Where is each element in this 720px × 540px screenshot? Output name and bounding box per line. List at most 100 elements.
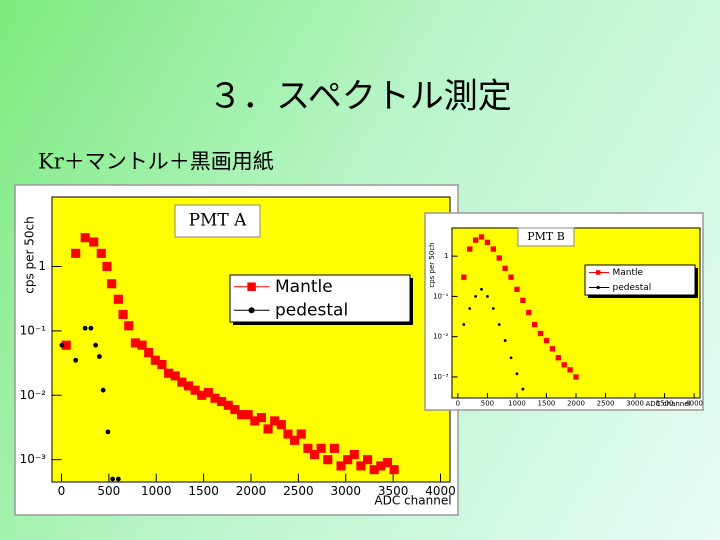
data-point bbox=[323, 455, 333, 465]
data-point bbox=[73, 357, 79, 363]
data-point bbox=[543, 337, 550, 344]
y-tick-label: 10⁻¹ bbox=[20, 323, 47, 337]
data-point bbox=[478, 234, 485, 240]
data-point bbox=[71, 248, 81, 258]
data-point bbox=[549, 346, 556, 352]
data-point bbox=[223, 400, 233, 410]
x-tick-label: 1000 bbox=[508, 400, 526, 408]
data-point bbox=[197, 390, 207, 400]
x-tick-label: 2000 bbox=[567, 400, 585, 408]
data-point bbox=[303, 443, 313, 453]
x-tick-label: 500 bbox=[97, 484, 120, 498]
legend bbox=[229, 274, 411, 323]
slide-subtitle: Kr＋マントル＋黒画用紙 bbox=[38, 150, 274, 174]
data-point bbox=[343, 455, 353, 465]
data-point bbox=[356, 461, 366, 471]
x-axis-label: ADC channel bbox=[646, 400, 691, 408]
data-point bbox=[484, 239, 491, 246]
data-point bbox=[491, 307, 495, 310]
data-point bbox=[508, 274, 514, 280]
data-point bbox=[150, 355, 160, 365]
legend-marker bbox=[595, 270, 601, 275]
data-point bbox=[276, 420, 286, 430]
data-point bbox=[102, 261, 112, 272]
data-point bbox=[100, 387, 106, 393]
x-tick-label: 3500 bbox=[378, 484, 409, 498]
plot-area bbox=[51, 196, 451, 483]
data-point bbox=[296, 429, 306, 439]
data-point bbox=[177, 377, 187, 387]
data-point bbox=[462, 323, 466, 326]
data-point bbox=[163, 368, 174, 378]
data-point bbox=[256, 413, 266, 423]
data-point bbox=[61, 340, 71, 350]
x-tick-label: 0 bbox=[58, 484, 66, 498]
data-point bbox=[157, 359, 167, 370]
data-point bbox=[468, 307, 472, 310]
y-tick-label: 1 bbox=[444, 252, 448, 260]
x-tick-label: 1000 bbox=[141, 484, 172, 498]
data-point bbox=[316, 443, 326, 453]
y-tick-label: 10⁻² bbox=[20, 388, 47, 402]
y-axis-label: cps per 50ch bbox=[23, 216, 37, 294]
y-tick-label: 10⁻³ bbox=[433, 373, 449, 381]
data-point bbox=[217, 396, 227, 407]
data-point bbox=[124, 321, 134, 331]
data-point bbox=[130, 338, 140, 348]
data-point bbox=[96, 248, 106, 258]
x-tick-label: 0 bbox=[456, 400, 460, 408]
data-point bbox=[389, 465, 399, 475]
data-point bbox=[80, 233, 90, 243]
data-point bbox=[474, 295, 478, 298]
data-point bbox=[336, 461, 346, 471]
legend-marker bbox=[596, 285, 600, 290]
data-point bbox=[521, 387, 525, 391]
x-tick-label: 3000 bbox=[626, 400, 644, 408]
x-tick-label: 1500 bbox=[538, 400, 556, 408]
data-point bbox=[263, 424, 273, 434]
data-point bbox=[537, 330, 544, 337]
data-point bbox=[183, 381, 194, 391]
legend-label: pedestal bbox=[275, 300, 348, 320]
x-tick-label: 1500 bbox=[188, 484, 219, 498]
data-point bbox=[329, 443, 339, 453]
data-point bbox=[170, 371, 180, 381]
data-point bbox=[190, 385, 200, 395]
data-point bbox=[369, 465, 379, 475]
x-tick-label: 4000 bbox=[685, 400, 703, 408]
x-tick-label: 2000 bbox=[236, 484, 267, 498]
data-point bbox=[509, 356, 513, 360]
data-point bbox=[210, 393, 220, 403]
data-point bbox=[250, 416, 260, 426]
data-point bbox=[89, 237, 99, 247]
data-point bbox=[59, 342, 65, 348]
data-point bbox=[573, 374, 579, 380]
y-tick-label: 10⁻² bbox=[433, 333, 449, 341]
data-point bbox=[144, 348, 154, 358]
data-point bbox=[526, 309, 532, 316]
x-tick-label: 4000 bbox=[425, 484, 456, 498]
data-point bbox=[203, 388, 213, 398]
data-point bbox=[461, 274, 467, 280]
data-point bbox=[113, 294, 123, 304]
y-tick-label: 1 bbox=[38, 259, 46, 273]
data-point bbox=[349, 450, 359, 460]
data-point bbox=[472, 237, 479, 243]
data-point bbox=[567, 367, 573, 373]
data-point bbox=[490, 246, 496, 252]
data-point bbox=[243, 410, 253, 420]
legend-label: Mantle bbox=[613, 268, 644, 278]
title-box bbox=[517, 227, 575, 247]
x-tick-label: 2500 bbox=[597, 400, 615, 408]
data-point bbox=[467, 246, 473, 252]
data-point bbox=[115, 476, 121, 482]
x-tick-label: 3500 bbox=[656, 400, 674, 408]
data-point bbox=[480, 287, 483, 291]
data-point bbox=[486, 295, 489, 298]
legend-label: pedestal bbox=[613, 283, 652, 293]
data-point bbox=[555, 355, 561, 361]
y-tick-label: 10⁻¹ bbox=[433, 292, 449, 300]
data-point bbox=[515, 372, 519, 376]
data-point bbox=[93, 342, 98, 348]
data-point bbox=[514, 286, 520, 292]
